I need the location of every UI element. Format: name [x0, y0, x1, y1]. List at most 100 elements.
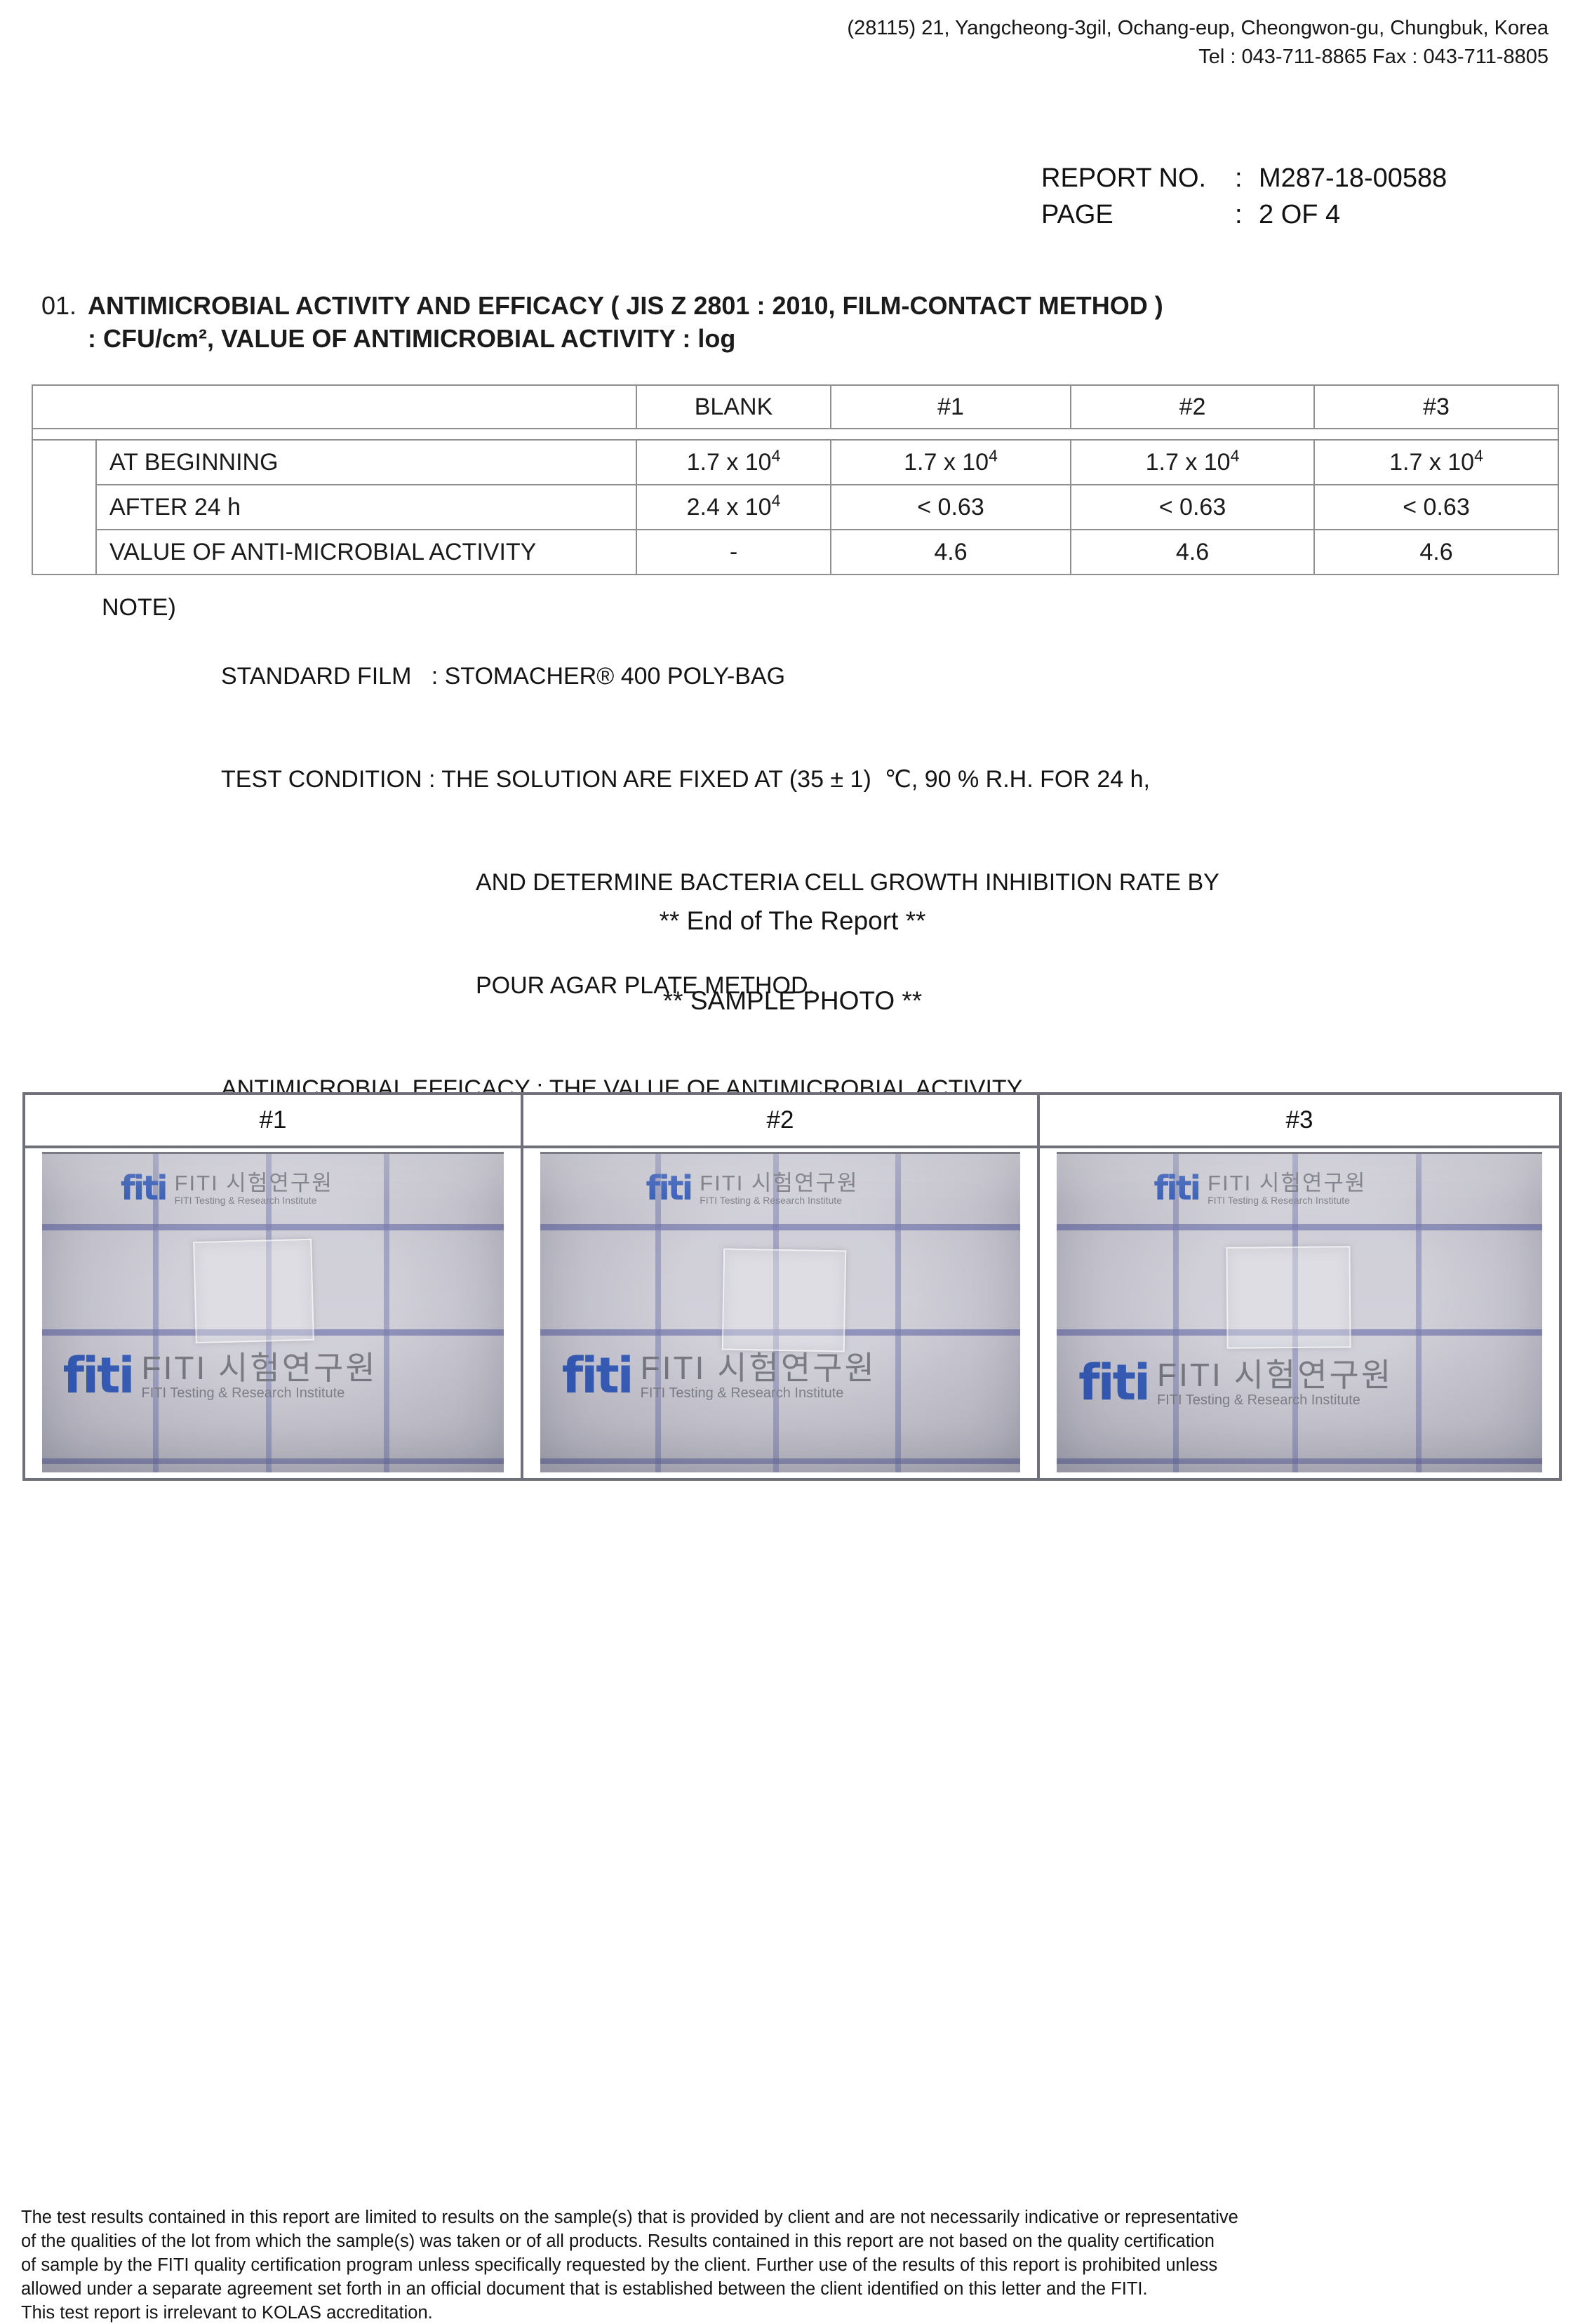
grid-line — [152, 1154, 159, 1472]
fiti-logo: fiti FITI 시험연구원 FITI Testing & Research … — [646, 1171, 858, 1206]
fiti-korean-name: FITI 시험연구원 — [640, 1350, 876, 1387]
note-standard-film: STANDARD FILM : STOMACHER® 400 POLY-BAG — [221, 663, 786, 690]
sample-photo-3: fiti FITI 시험연구원 FITI Testing & Research … — [1057, 1152, 1542, 1472]
results-separator-cell — [32, 428, 1559, 441]
cell-beginning-1: 1.7 x 104 — [830, 439, 1071, 485]
fiti-korean-name: FITI 시험연구원 — [1157, 1356, 1393, 1393]
cell-after-blank: 2.4 x 104 — [636, 484, 831, 530]
photo-label-2: #2 — [521, 1092, 1040, 1148]
grid-line — [540, 1458, 1020, 1464]
report-no-row: REPORT NO. : M287-18-00588 — [1041, 160, 1447, 196]
section-01: 01. ANTIMICROBIAL ACTIVITY AND EFFICACY … — [41, 289, 1163, 355]
fiti-wordmark: fiti — [120, 1168, 168, 1208]
disclaimer-line: of sample by the FITI quality certificat… — [21, 2255, 1218, 2275]
report-meta: REPORT NO. : M287-18-00588 PAGE : 2 OF 4 — [1041, 160, 1447, 233]
fiti-subtitle: FITI Testing & Research Institute — [141, 1385, 345, 1402]
letterhead: (28115) 21, Yangcheong-3gil, Ochang-eup,… — [847, 14, 1549, 72]
results-header-1: #1 — [830, 384, 1071, 429]
report-no-label: REPORT NO. — [1041, 163, 1207, 193]
sample-photo-1: fiti FITI 시험연구원 FITI Testing & Research … — [42, 1152, 504, 1472]
cell-value-1: 4.6 — [830, 529, 1071, 575]
table-row: AFTER 24 h 2.4 x 104 < 0.63 < 0.63 < 0.6… — [32, 484, 1559, 530]
photo-label-1: #1 — [22, 1092, 523, 1148]
fiti-korean-name: FITI 시험연구원 — [700, 1170, 859, 1195]
fiti-logo: fiti FITI 시험연구원 FITI Testing & Research … — [121, 1171, 333, 1206]
institute-address: (28115) 21, Yangcheong-3gil, Ochang-eup,… — [847, 17, 1549, 39]
fiti-subtitle: FITI Testing & Research Institute — [1157, 1392, 1360, 1408]
fiti-wordmark: fiti — [561, 1347, 634, 1405]
note-test-condition-cont2: POUR AGAR PLATE METHOD. — [476, 972, 815, 999]
page-value: 2 OF 4 — [1259, 200, 1341, 229]
fiti-logo: fiti FITI 시험연구원 FITI Testing & Research … — [63, 1351, 377, 1402]
test-film-sample — [1226, 1245, 1351, 1349]
section-number: 01. — [41, 291, 77, 320]
grid-line — [773, 1154, 779, 1472]
fiti-wordmark: fiti — [62, 1347, 135, 1405]
fiti-logo: fiti FITI 시험연구원 FITI Testing & Research … — [1078, 1358, 1393, 1409]
table-row: AT BEGINNING 1.7 x 104 1.7 x 104 1.7 x 1… — [32, 439, 1559, 575]
fiti-wordmark: fiti — [1078, 1353, 1151, 1411]
fiti-subtitle: FITI Testing & Research Institute — [640, 1385, 844, 1402]
disclaimer-line: of the qualities of the lot from which t… — [21, 2231, 1215, 2251]
section-title-line1: ANTIMICROBIAL ACTIVITY AND EFFICACY ( JI… — [88, 291, 1163, 320]
photo-image-row: fiti FITI 시험연구원 FITI Testing & Research … — [22, 1146, 1562, 1481]
fiti-wordmark: fiti — [646, 1168, 693, 1208]
page-row: PAGE : 2 OF 4 — [1041, 196, 1447, 233]
disclaimer-line: This test report is irrelevant to KOLAS … — [21, 2303, 433, 2323]
disclaimer: The test results contained in this repor… — [21, 2205, 1238, 2324]
grid-line — [1292, 1154, 1298, 1472]
fiti-subtitle: FITI Testing & Research Institute — [1208, 1194, 1350, 1206]
cell-beginning-3: 1.7 x 104 — [1313, 439, 1559, 485]
note-prefix: NOTE) — [102, 594, 176, 621]
cell-beginning-2: 1.7 x 104 — [1070, 439, 1315, 485]
results-header-empty — [32, 384, 637, 429]
results-side-cell — [32, 439, 97, 575]
fiti-logo: fiti FITI 시험연구원 FITI Testing & Research … — [562, 1351, 876, 1402]
fiti-subtitle: FITI Testing & Research Institute — [174, 1194, 317, 1206]
grid-line — [42, 1458, 504, 1464]
photo-cell-3: fiti FITI 시험연구원 FITI Testing & Research … — [1037, 1146, 1562, 1481]
page-colon: : — [1235, 200, 1243, 229]
sample-photo-heading: ** SAMPLE PHOTO ** — [662, 986, 923, 1015]
results-header-2: #2 — [1070, 384, 1315, 429]
grid-line — [540, 1329, 1020, 1336]
grid-line — [895, 1154, 902, 1472]
cell-value-blank: - — [636, 529, 831, 575]
cell-after-3: < 0.63 — [1313, 484, 1559, 530]
results-header-row: BLANK #1 #2 #3 — [32, 384, 1559, 429]
disclaimer-line: allowed under a separate agreement set f… — [21, 2279, 1148, 2299]
test-film-sample — [193, 1238, 314, 1343]
fiti-subtitle: FITI Testing & Research Institute — [700, 1194, 843, 1206]
fiti-korean-name: FITI 시험연구원 — [141, 1350, 377, 1387]
grid-line — [1057, 1458, 1542, 1464]
grid-line — [655, 1154, 662, 1472]
cell-beginning-blank: 1.7 x 104 — [636, 439, 831, 485]
photo-label-3: #3 — [1037, 1092, 1562, 1148]
note-test-condition-cont1: AND DETERMINE BACTERIA CELL GROWTH INHIB… — [476, 869, 1219, 896]
photo-cell-2: fiti FITI 시험연구원 FITI Testing & Research … — [521, 1146, 1040, 1481]
grid-line — [540, 1223, 1020, 1230]
results-table: BLANK #1 #2 #3 AT BEGINNING 1.7 x 104 1.… — [32, 384, 1559, 575]
fiti-korean-name: FITI 시험연구원 — [1208, 1170, 1367, 1195]
grid-line — [1416, 1154, 1422, 1472]
grid-line — [1173, 1154, 1179, 1472]
cell-value-3: 4.6 — [1313, 529, 1559, 575]
row-label-at-beginning: AT BEGINNING — [95, 439, 637, 485]
cell-after-1: < 0.63 — [830, 484, 1071, 530]
cell-value-2: 4.6 — [1070, 529, 1315, 575]
grid-line — [266, 1154, 272, 1472]
test-film-sample — [721, 1248, 847, 1352]
tel-fax-line: Tel : 043-711-8865 Fax : 043-711-8805 — [1198, 46, 1549, 68]
results-header-blank: BLANK — [636, 384, 831, 429]
cell-after-2: < 0.63 — [1070, 484, 1315, 530]
row-label-value-activity: VALUE OF ANTI-MICROBIAL ACTIVITY — [95, 529, 637, 575]
grid-line — [383, 1154, 389, 1472]
photo-cell-1: fiti FITI 시험연구원 FITI Testing & Research … — [22, 1146, 523, 1481]
disclaimer-line: The test results contained in this repor… — [21, 2208, 1238, 2227]
end-of-report-heading: ** End of The Report ** — [659, 906, 926, 935]
report-no-colon: : — [1235, 163, 1243, 193]
fiti-wordmark: fiti — [1153, 1168, 1201, 1208]
table-row: VALUE OF ANTI-MICROBIAL ACTIVITY - 4.6 4… — [32, 529, 1559, 575]
report-no-value: M287-18-00588 — [1259, 163, 1447, 193]
